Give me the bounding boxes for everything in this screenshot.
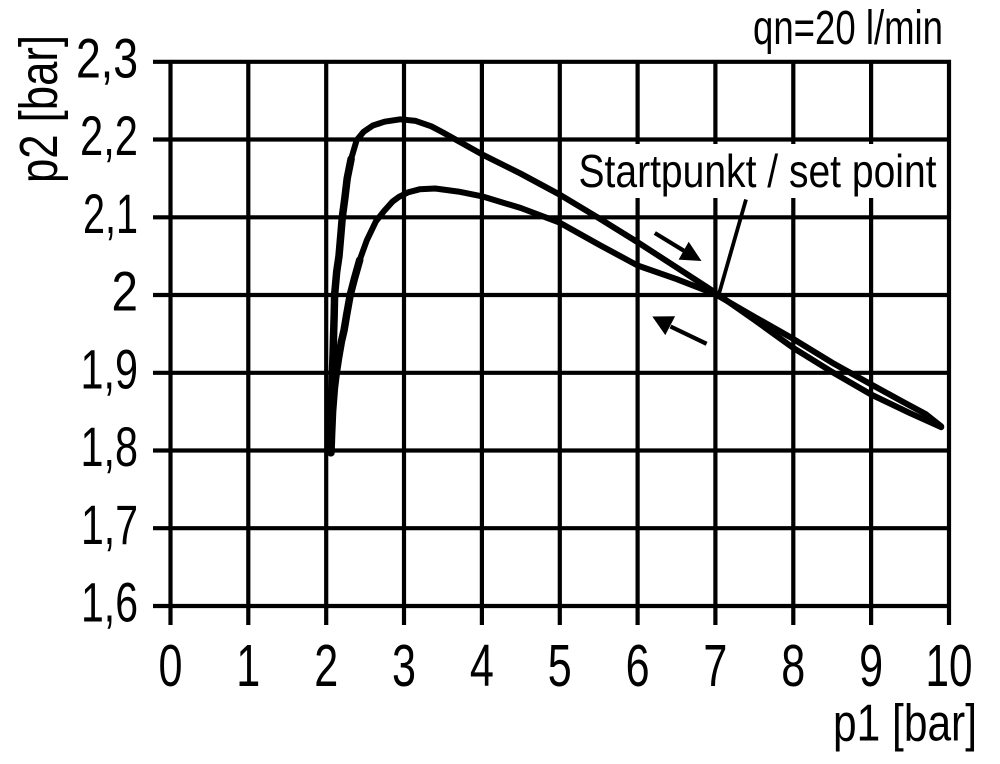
svg-text:qn=20 l/min: qn=20 l/min — [753, 2, 943, 55]
svg-text:7: 7 — [703, 633, 727, 699]
svg-text:8: 8 — [781, 633, 805, 699]
svg-text:p2 [bar]: p2 [bar] — [9, 35, 69, 183]
svg-text:1,7: 1,7 — [81, 493, 138, 556]
svg-text:5: 5 — [548, 633, 572, 699]
svg-text:2: 2 — [112, 260, 139, 323]
svg-text:2: 2 — [314, 633, 338, 699]
svg-text:1: 1 — [236, 633, 260, 699]
svg-text:9: 9 — [859, 633, 883, 699]
svg-text:1,9: 1,9 — [81, 338, 139, 401]
svg-text:4: 4 — [470, 633, 494, 699]
svg-text:2,1: 2,1 — [83, 182, 138, 245]
svg-text:3: 3 — [392, 633, 416, 699]
svg-text:1,6: 1,6 — [81, 571, 138, 634]
svg-text:Startpunkt / set point: Startpunkt / set point — [579, 145, 937, 197]
svg-text:6: 6 — [626, 633, 650, 699]
svg-text:p1 [bar]: p1 [bar] — [833, 694, 977, 752]
svg-text:0: 0 — [159, 633, 183, 699]
svg-text:10: 10 — [926, 633, 973, 699]
svg-text:2,2: 2,2 — [80, 104, 138, 167]
svg-text:2,3: 2,3 — [76, 27, 138, 90]
svg-text:1,8: 1,8 — [81, 415, 139, 478]
